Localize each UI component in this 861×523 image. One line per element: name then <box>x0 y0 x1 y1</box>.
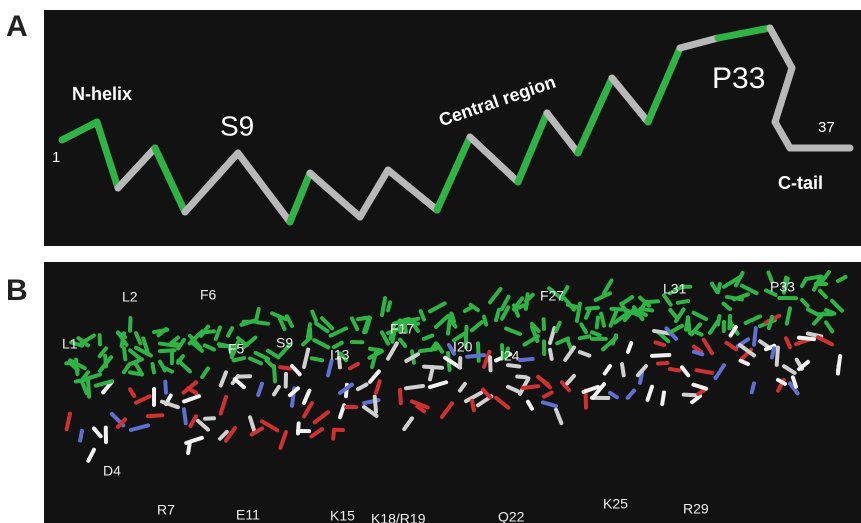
bond <box>662 392 664 404</box>
panel-a-background <box>44 10 861 246</box>
bond <box>772 348 774 357</box>
bond <box>611 309 622 310</box>
residue-label: L2 <box>122 289 138 305</box>
bond <box>597 318 598 328</box>
residue-label: Q22 <box>498 509 525 523</box>
bond <box>808 277 820 279</box>
bond <box>400 390 401 403</box>
residue-label: L31 <box>663 281 687 297</box>
bond <box>678 301 688 303</box>
bond <box>658 363 668 364</box>
bond <box>66 363 76 364</box>
annotation: 1 <box>52 149 60 166</box>
panel-label: B <box>6 274 28 307</box>
bond <box>718 284 720 292</box>
residue-label: K15 <box>330 508 355 523</box>
bond <box>640 309 652 311</box>
bond <box>729 316 730 329</box>
bond <box>550 350 552 359</box>
annotation: 37 <box>818 119 835 136</box>
bond <box>601 314 604 326</box>
bond <box>148 415 162 416</box>
residue-label: D4 <box>103 463 121 479</box>
residue-label: I20 <box>453 339 473 355</box>
bond <box>484 317 486 325</box>
residue-label: I13 <box>330 347 350 363</box>
bond <box>656 342 664 345</box>
residue-label: R7 <box>157 502 175 518</box>
bond <box>184 409 186 423</box>
panel-label: A <box>6 10 28 43</box>
bond <box>622 364 624 375</box>
bond <box>420 349 436 351</box>
bond <box>587 308 598 309</box>
residue-label: F6 <box>200 287 217 303</box>
bond <box>375 397 376 412</box>
residue-label: F5 <box>228 341 245 357</box>
bond <box>517 377 526 378</box>
bond <box>838 365 839 373</box>
bond <box>234 358 244 360</box>
bond <box>358 318 367 320</box>
bond <box>520 359 533 360</box>
bond <box>670 369 679 370</box>
residue-label: E11 <box>236 507 260 523</box>
bond <box>697 370 712 373</box>
residue-label: F17 <box>390 321 414 337</box>
figure: A N-helix S9 Central region P33 37 1 C-t… <box>0 0 861 523</box>
bond <box>274 366 275 381</box>
bond <box>472 401 474 410</box>
bond <box>777 347 778 364</box>
bond <box>122 333 124 346</box>
bond <box>406 386 423 388</box>
residue-label: P33 <box>770 279 795 295</box>
residue-label: L1 <box>62 336 78 352</box>
residue-label: S9 <box>276 335 293 351</box>
bond <box>496 310 499 320</box>
bond <box>526 294 528 309</box>
annotation: N-helix <box>72 84 132 104</box>
bond <box>280 367 290 368</box>
residue-label: F27 <box>540 288 564 304</box>
bond <box>153 364 154 372</box>
annotation: P33 <box>712 62 765 95</box>
bond <box>752 383 754 392</box>
bond <box>388 302 390 310</box>
bond <box>451 314 454 322</box>
bond <box>652 355 669 356</box>
bond <box>580 336 589 338</box>
bond <box>105 356 106 367</box>
bond <box>333 430 334 439</box>
bond <box>256 309 259 321</box>
annotation: C-tail <box>778 173 823 193</box>
bond <box>298 423 299 433</box>
bond <box>754 328 756 345</box>
bond <box>523 386 538 388</box>
annotation: S9 <box>220 110 254 141</box>
bond <box>799 338 814 339</box>
bond <box>467 355 484 357</box>
bond <box>165 382 166 393</box>
bond <box>647 301 658 302</box>
bond <box>124 348 125 359</box>
bond <box>694 352 702 354</box>
bond <box>258 322 268 323</box>
residue-label: I24 <box>500 348 520 364</box>
residue-label: K25 <box>603 496 628 512</box>
residue-label: R29 <box>683 501 709 517</box>
bond <box>312 358 322 360</box>
bond <box>88 380 89 397</box>
bond <box>688 317 690 333</box>
bond <box>203 331 214 332</box>
bond <box>508 365 519 366</box>
residue-label: K18/R19 <box>371 511 426 523</box>
bond <box>308 324 310 337</box>
bond <box>490 357 491 370</box>
bond <box>80 431 82 441</box>
bond <box>478 343 479 360</box>
bond <box>424 367 442 368</box>
